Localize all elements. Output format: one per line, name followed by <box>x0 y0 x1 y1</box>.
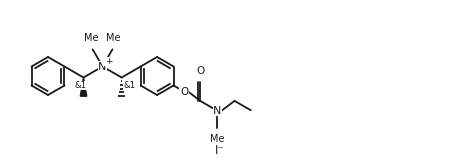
Text: Me: Me <box>210 134 224 144</box>
Text: &1: &1 <box>75 81 87 90</box>
Text: &1: &1 <box>124 81 136 90</box>
Text: Me: Me <box>84 33 99 43</box>
Text: +: + <box>105 57 112 66</box>
Polygon shape <box>80 77 87 96</box>
Text: O: O <box>196 66 204 76</box>
Text: Me: Me <box>106 33 121 43</box>
Text: N: N <box>213 106 222 116</box>
Text: O: O <box>180 87 188 97</box>
Text: N: N <box>98 61 107 72</box>
Text: I⁻: I⁻ <box>215 143 225 157</box>
